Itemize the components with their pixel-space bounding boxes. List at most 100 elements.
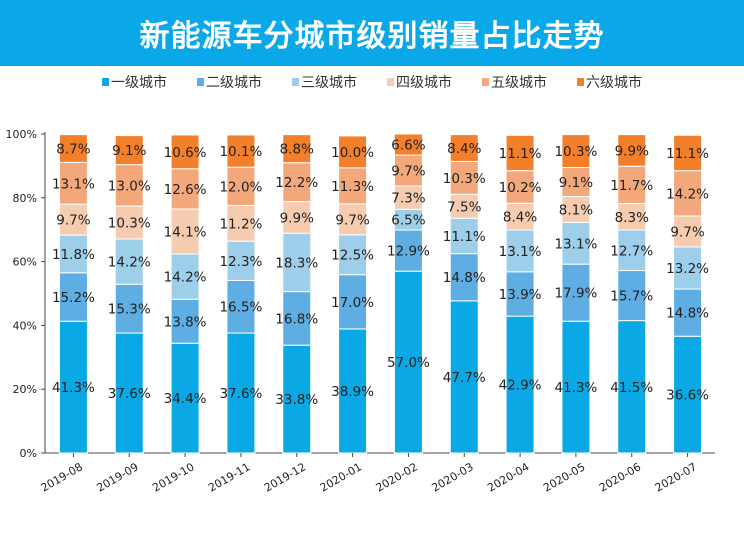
bar-segment <box>114 238 144 285</box>
data-label: 10.0% <box>331 145 374 161</box>
bar-segment <box>114 205 144 240</box>
data-label: 41.3% <box>52 380 95 396</box>
bar-segment <box>673 215 703 248</box>
data-label: 9.1% <box>112 143 146 159</box>
legend-item: 二级城市 <box>197 72 262 92</box>
data-label: 11.7% <box>610 178 653 194</box>
data-label: 9.1% <box>559 175 593 191</box>
legend-label: 六级城市 <box>586 75 642 91</box>
data-label: 41.3% <box>554 380 597 396</box>
data-label: 37.6% <box>108 386 151 402</box>
legend-item: 一级城市 <box>102 72 167 92</box>
bar-segment <box>673 288 703 337</box>
data-label: 13.1% <box>499 244 542 260</box>
data-label: 11.1% <box>666 146 709 162</box>
data-label: 12.6% <box>164 182 207 198</box>
data-label: 10.3% <box>108 216 151 232</box>
data-label: 8.3% <box>615 210 649 226</box>
bar-segment <box>58 272 88 322</box>
data-label: 41.5% <box>610 380 653 396</box>
data-label: 34.4% <box>164 391 207 407</box>
data-label: 9.7% <box>56 213 90 229</box>
data-label: 9.7% <box>335 212 369 228</box>
data-label: 17.0% <box>331 295 374 311</box>
legend-item: 四级城市 <box>387 72 452 92</box>
bar-segment <box>449 134 479 162</box>
bar-segment <box>58 134 88 163</box>
data-label: 6.6% <box>391 138 425 154</box>
data-label: 9.7% <box>391 164 425 180</box>
bar-segment <box>449 253 479 302</box>
data-label: 57.0% <box>387 355 430 371</box>
bar-segment <box>673 134 703 172</box>
legend-swatch <box>387 78 394 86</box>
bar-segment <box>617 270 647 322</box>
data-label: 10.2% <box>499 180 542 196</box>
bar-segment <box>58 161 88 205</box>
data-label: 9.7% <box>670 224 704 240</box>
data-label: 13.9% <box>499 287 542 303</box>
data-label: 11.3% <box>331 179 374 195</box>
data-label: 10.1% <box>219 144 262 160</box>
title-bar: 新能源车分城市级别销量占比走势 <box>0 0 744 66</box>
data-label: 12.0% <box>219 179 262 195</box>
data-label: 12.3% <box>219 254 262 270</box>
x-tick-label: 2019-09 <box>94 460 140 494</box>
data-label: 14.1% <box>164 224 207 240</box>
data-label: 13.1% <box>554 236 597 252</box>
bar-segment <box>58 203 88 236</box>
data-label: 13.0% <box>108 178 151 194</box>
data-label: 13.1% <box>52 176 95 192</box>
data-label: 8.7% <box>56 142 90 158</box>
bar-segment <box>226 279 256 334</box>
x-tick-label: 2019-08 <box>39 460 85 494</box>
y-tick-label: 100% <box>6 128 37 141</box>
bar-segment <box>561 166 591 198</box>
x-tick-label: 2020-02 <box>374 460 420 494</box>
bar-segment <box>673 335 703 454</box>
data-label: 14.2% <box>164 270 207 286</box>
data-label: 11.1% <box>499 146 542 162</box>
bar-segment <box>170 168 200 210</box>
data-label: 11.2% <box>219 216 262 232</box>
data-label: 7.5% <box>447 199 481 215</box>
bar-segment <box>338 234 368 276</box>
bar-segment <box>617 229 647 272</box>
x-tick-label: 2020-06 <box>597 460 643 494</box>
bar-segment <box>114 164 144 207</box>
bar-segment <box>226 166 256 206</box>
data-label: 10.3% <box>554 144 597 160</box>
bar-segment <box>226 134 256 168</box>
data-label: 8.1% <box>559 202 593 218</box>
data-label: 36.6% <box>666 388 709 404</box>
data-label: 13.8% <box>164 314 207 330</box>
bar-segment <box>617 165 647 205</box>
bar-segment <box>393 229 423 272</box>
bar-segment <box>505 202 535 231</box>
x-tick-label: 2020-04 <box>485 460 531 494</box>
bar-segment <box>505 170 535 204</box>
data-label: 9.9% <box>615 143 649 159</box>
legend-swatch <box>197 78 204 86</box>
bar-segment <box>282 134 312 164</box>
legend-label: 四级城市 <box>396 75 452 91</box>
bar-segment <box>617 134 647 167</box>
legend-swatch <box>292 78 299 86</box>
data-label: 33.8% <box>275 392 318 408</box>
bar-segment <box>170 208 200 255</box>
legend: 一级城市 二级城市 三级城市 四级城市 五级城市 六级城市 <box>0 72 744 92</box>
bar-segment <box>338 135 368 169</box>
data-label: 18.3% <box>275 255 318 271</box>
y-tick-label: 0% <box>20 447 37 460</box>
legend-item: 六级城市 <box>577 72 642 92</box>
chart-title: 新能源车分城市级别销量占比走势 <box>139 19 605 54</box>
data-label: 11.8% <box>52 247 95 263</box>
bar-segment <box>505 134 535 172</box>
bar-segment <box>282 232 312 293</box>
data-label: 47.7% <box>443 370 486 386</box>
data-label: 10.6% <box>164 145 207 161</box>
bar-segment <box>561 263 591 322</box>
x-tick-label: 2019-11 <box>206 460 252 494</box>
bar-segment <box>282 201 312 234</box>
